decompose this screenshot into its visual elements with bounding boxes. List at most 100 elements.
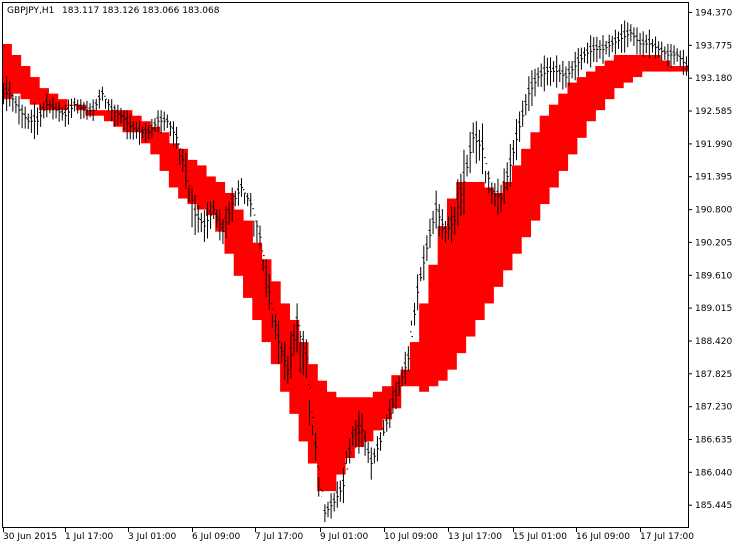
price-bar xyxy=(141,126,145,139)
price-bar xyxy=(450,206,454,243)
price-bar xyxy=(440,209,444,240)
price-bar xyxy=(119,107,123,124)
price-bar xyxy=(518,111,522,143)
price-bar xyxy=(42,101,46,119)
price-bar xyxy=(258,225,262,249)
price-bar xyxy=(60,107,64,121)
price-bar xyxy=(496,178,500,215)
cloud-column xyxy=(326,391,337,492)
price-axis: 194.370 193.775 193.180 192.585 191.990 191.3… xyxy=(688,9,732,511)
price-bar xyxy=(326,501,330,518)
cloud-column xyxy=(57,99,68,111)
cloud-column xyxy=(196,165,207,210)
cloud-column xyxy=(530,132,541,221)
price-bar xyxy=(110,99,114,122)
price-bar xyxy=(128,114,132,140)
price-bar xyxy=(647,29,651,59)
cloud-column xyxy=(252,242,263,320)
price-bar xyxy=(280,342,284,363)
price-bar xyxy=(48,99,52,114)
price-bar xyxy=(116,104,120,125)
price-bar xyxy=(239,178,243,197)
price-bar xyxy=(474,121,478,164)
price-bar xyxy=(515,119,518,161)
price-bar xyxy=(63,104,67,127)
price-bar xyxy=(138,121,142,145)
price-bar xyxy=(660,41,664,61)
price-bar xyxy=(181,148,185,172)
cloud-column xyxy=(604,60,615,100)
price-bar xyxy=(447,216,451,240)
price-bar xyxy=(196,204,200,233)
cloud-column xyxy=(215,181,226,232)
price-bar xyxy=(601,35,605,64)
cloud-column xyxy=(623,55,633,83)
price-bar xyxy=(558,64,562,83)
y-tick-label: 187.230 xyxy=(695,403,732,413)
price-bar xyxy=(26,113,30,129)
price-bar xyxy=(443,221,447,243)
price-bar xyxy=(329,493,333,519)
y-tick-label: 192.585 xyxy=(695,107,732,117)
x-tick-label: 10 Jul 09:00 xyxy=(384,532,438,542)
price-bar xyxy=(616,31,620,49)
price-bar xyxy=(323,504,327,523)
symbol-label: GBPJPY,H1 xyxy=(7,6,54,16)
y-tick-label: 187.825 xyxy=(695,370,732,380)
cloud-column xyxy=(178,148,189,199)
price-bar xyxy=(391,386,395,414)
price-bar xyxy=(243,189,247,205)
y-tick-label: 186.635 xyxy=(695,436,732,446)
cloud-column xyxy=(150,126,161,155)
price-bar xyxy=(17,95,21,125)
price-bar xyxy=(650,39,654,53)
price-bar xyxy=(369,447,373,480)
cloud-column xyxy=(484,187,494,304)
price-bar xyxy=(552,61,556,83)
price-bar xyxy=(292,323,296,357)
price-bar xyxy=(403,351,407,384)
price-bar xyxy=(592,37,596,62)
price-bar xyxy=(666,43,670,67)
cloud-column xyxy=(548,104,559,188)
price-bar xyxy=(320,488,324,497)
price-bar xyxy=(388,399,392,429)
price-bar xyxy=(610,35,614,53)
price-bar xyxy=(375,436,379,462)
cloud-column xyxy=(502,181,513,271)
price-bar xyxy=(199,212,203,233)
price-bar xyxy=(530,70,534,107)
price-bar xyxy=(168,121,172,137)
cloud-column xyxy=(446,198,457,370)
price-bar xyxy=(422,245,426,281)
y-tick-label: 189.610 xyxy=(695,271,732,281)
price-bar xyxy=(184,152,188,189)
cloud-column xyxy=(233,209,244,276)
price-bar xyxy=(521,100,525,127)
price-bar xyxy=(564,66,568,88)
cloud-column xyxy=(493,193,504,287)
cloud-column xyxy=(298,342,309,442)
price-bar xyxy=(490,182,494,204)
price-bar xyxy=(570,61,574,79)
price-bar xyxy=(134,122,138,139)
price-bar xyxy=(273,314,277,340)
price-bar xyxy=(270,302,274,328)
cloud-column xyxy=(345,397,355,458)
price-bar xyxy=(508,143,512,187)
price-bar xyxy=(79,99,83,120)
cloud-column xyxy=(428,264,439,387)
cloud-column xyxy=(465,181,476,337)
price-bar xyxy=(453,206,457,235)
y-tick-label: 189.015 xyxy=(695,304,732,314)
price-bar xyxy=(221,219,225,245)
price-bar xyxy=(527,76,531,112)
y-tick-label: 191.395 xyxy=(695,173,732,183)
y-tick-label: 190.800 xyxy=(695,206,732,216)
price-bar xyxy=(678,50,682,67)
price-bar xyxy=(255,220,259,243)
price-bar xyxy=(261,250,265,271)
price-bar xyxy=(39,104,43,127)
price-bar xyxy=(32,103,36,140)
